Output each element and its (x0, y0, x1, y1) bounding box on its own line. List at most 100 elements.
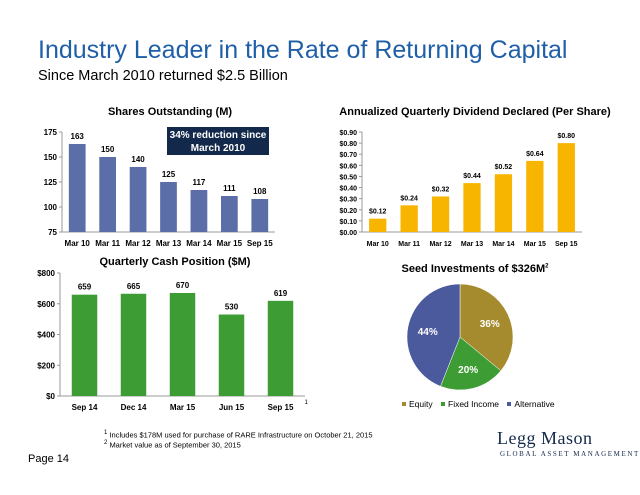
x-tick-label: Mar 15 (170, 403, 196, 412)
legend-item-equity: Equity (402, 399, 433, 409)
x-tick-label: Mar 12 (125, 239, 151, 248)
y-tick-label: 150 (44, 153, 58, 162)
x-tick-label: Sep 14 (72, 403, 98, 412)
data-label: $0.52 (495, 164, 513, 171)
x-tick-label: Sep 15 (555, 241, 578, 248)
x-tick-label: Mar 11 (95, 239, 120, 248)
x-tick-label: Mar 10 (65, 239, 91, 248)
callout-line-2: March 2010 (190, 143, 246, 154)
y-tick-label: $0.00 (339, 230, 357, 237)
x-tick-label: Mar 15 (217, 239, 243, 248)
y-tick-label: $0.70 (339, 152, 357, 159)
legend-label-fixed-income: Fixed Income (448, 399, 500, 409)
y-tick-label: $0.10 (339, 219, 357, 226)
y-tick-label: 100 (44, 203, 58, 212)
y-tick-label: $800 (37, 269, 55, 278)
legend-swatch-alternative (507, 402, 512, 407)
x-tick-label: Jun 15 (219, 403, 245, 412)
y-tick-label: $0.40 (339, 186, 357, 193)
page-title: Industry Leader in the Rate of Returning… (38, 36, 568, 64)
footnote-1: 1 Includes $178M used for purchase of RA… (104, 430, 373, 440)
data-label: $0.64 (526, 151, 544, 158)
legend-label-alternative: Alternative (514, 399, 555, 409)
y-tick-label: $0 (46, 392, 55, 401)
bar (431, 196, 450, 232)
pie-slice (406, 283, 461, 387)
y-tick-label: $0.20 (339, 208, 357, 215)
page-subtitle: Since March 2010 returned $2.5 Billion (38, 68, 288, 84)
data-label: $0.32 (432, 186, 450, 193)
y-tick-label: $0.30 (339, 197, 357, 204)
seed-chart-title-text: Seed Investments of $326M (401, 263, 546, 275)
dividend-chart: $0.00 $0.10 $0.20 $0.30 $0.40 $0.50 $0.60 $0.70… (339, 130, 582, 248)
y-tick-label: $200 (37, 361, 55, 370)
footnote-1-text: Includes $178M used for purchase of RARE… (109, 430, 373, 440)
x-tick-label: Mar 12 (429, 241, 451, 248)
footnote-2: 2 Market value as of September 30, 2015 (104, 440, 241, 450)
bar (251, 199, 269, 232)
legend-swatch-equity (402, 402, 406, 407)
legend-swatch-fixed-income (441, 402, 445, 407)
bar (494, 174, 513, 232)
bar (463, 183, 481, 232)
shares-outstanding-chart: 75 100 125 150 175 163 Mar 10 150 Mar 11 140 Mar 1… (44, 128, 275, 248)
seed-investments-pie: 36% 20% 44% (406, 283, 514, 391)
legend-item-alternative: Alternative (507, 399, 555, 409)
data-label: 108 (253, 187, 267, 196)
x-tick-label: Mar 14 (186, 239, 212, 248)
bar (557, 143, 575, 232)
category-footnote-marker: 1 (305, 400, 309, 406)
bar (526, 160, 544, 232)
data-label: 670 (176, 281, 190, 290)
y-tick-label: 175 (44, 128, 58, 137)
pie-slice (440, 336, 502, 391)
bar (190, 190, 208, 232)
pie-slice-label: 20% (458, 365, 478, 376)
footnote-2-marker: 2 (104, 440, 108, 446)
data-label: 150 (101, 145, 115, 154)
bar (120, 293, 147, 396)
bar (400, 205, 418, 232)
data-label: $0.80 (558, 133, 576, 140)
data-label: 619 (274, 289, 288, 298)
x-tick-label: Mar 10 (367, 241, 389, 248)
legg-mason-logo: Legg Mason (497, 428, 593, 448)
x-tick-label: Mar 14 (492, 241, 514, 248)
data-label: 665 (127, 282, 141, 291)
dividend-chart-title: Annualized Quarterly Dividend Declared (… (339, 106, 611, 118)
footnote-1-marker: 1 (104, 430, 108, 436)
bar (160, 182, 177, 232)
page-number: Page 14 (28, 453, 69, 465)
legg-mason-logo-tagline: GLOBAL ASSET MANAGEMENT (500, 450, 640, 458)
y-tick-label: $400 (37, 331, 55, 340)
bar (129, 167, 147, 232)
data-label: 140 (131, 155, 145, 164)
legend-item-fixed-income: Fixed Income (441, 399, 499, 409)
bar (267, 300, 294, 396)
legend-label-equity: Equity (409, 399, 433, 409)
y-tick-label: $0.90 (339, 130, 357, 137)
data-label: 163 (71, 132, 85, 141)
footnote-2-text: Market value as of September 30, 2015 (109, 440, 241, 450)
data-label: 659 (78, 283, 92, 292)
callout-line-1: 34% reduction since (169, 130, 267, 141)
x-tick-label: Mar 15 (524, 241, 546, 248)
x-tick-label: Mar 11 (398, 241, 420, 248)
data-label: $0.24 (400, 195, 418, 202)
y-tick-label: 75 (48, 228, 57, 237)
data-label: $0.12 (369, 209, 387, 216)
data-label: 117 (192, 178, 205, 187)
cash-position-chart: $0 $200 $400 $600 $800 659 Sep 14 665 Dec 14 670 M… (37, 269, 309, 412)
data-label: $0.44 (463, 173, 481, 180)
y-tick-label: $0.50 (339, 174, 357, 181)
shares-chart-title: Shares Outstanding (M) (107, 106, 233, 118)
cash-chart-title: Quarterly Cash Position ($M) (99, 256, 251, 268)
bar (68, 144, 86, 232)
x-tick-label: Mar 13 (156, 239, 182, 248)
bar (169, 292, 196, 396)
bar (218, 314, 245, 396)
y-tick-label: $0.80 (339, 141, 357, 148)
pie-slice-label: 36% (480, 319, 500, 330)
bar (99, 157, 117, 232)
x-tick-label: Sep 15 (247, 239, 273, 248)
